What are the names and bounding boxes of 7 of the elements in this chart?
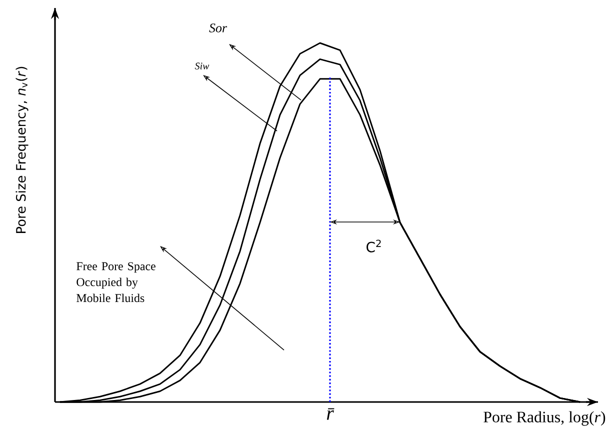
x-axis-title: Pore Radius, log(r)	[484, 411, 606, 426]
text: r̄	[326, 408, 334, 420]
annotation: Free Pore Space Occupied by Mobile Fluids	[76, 262, 156, 302]
annotation: C$^{2}$	[366, 240, 381, 252]
text: Sor	[209, 24, 228, 32]
annotation: Siw	[194, 62, 210, 70]
y-axis-title: Pore Size Frequency, n$_{v}$(r)	[16, 66, 28, 233]
